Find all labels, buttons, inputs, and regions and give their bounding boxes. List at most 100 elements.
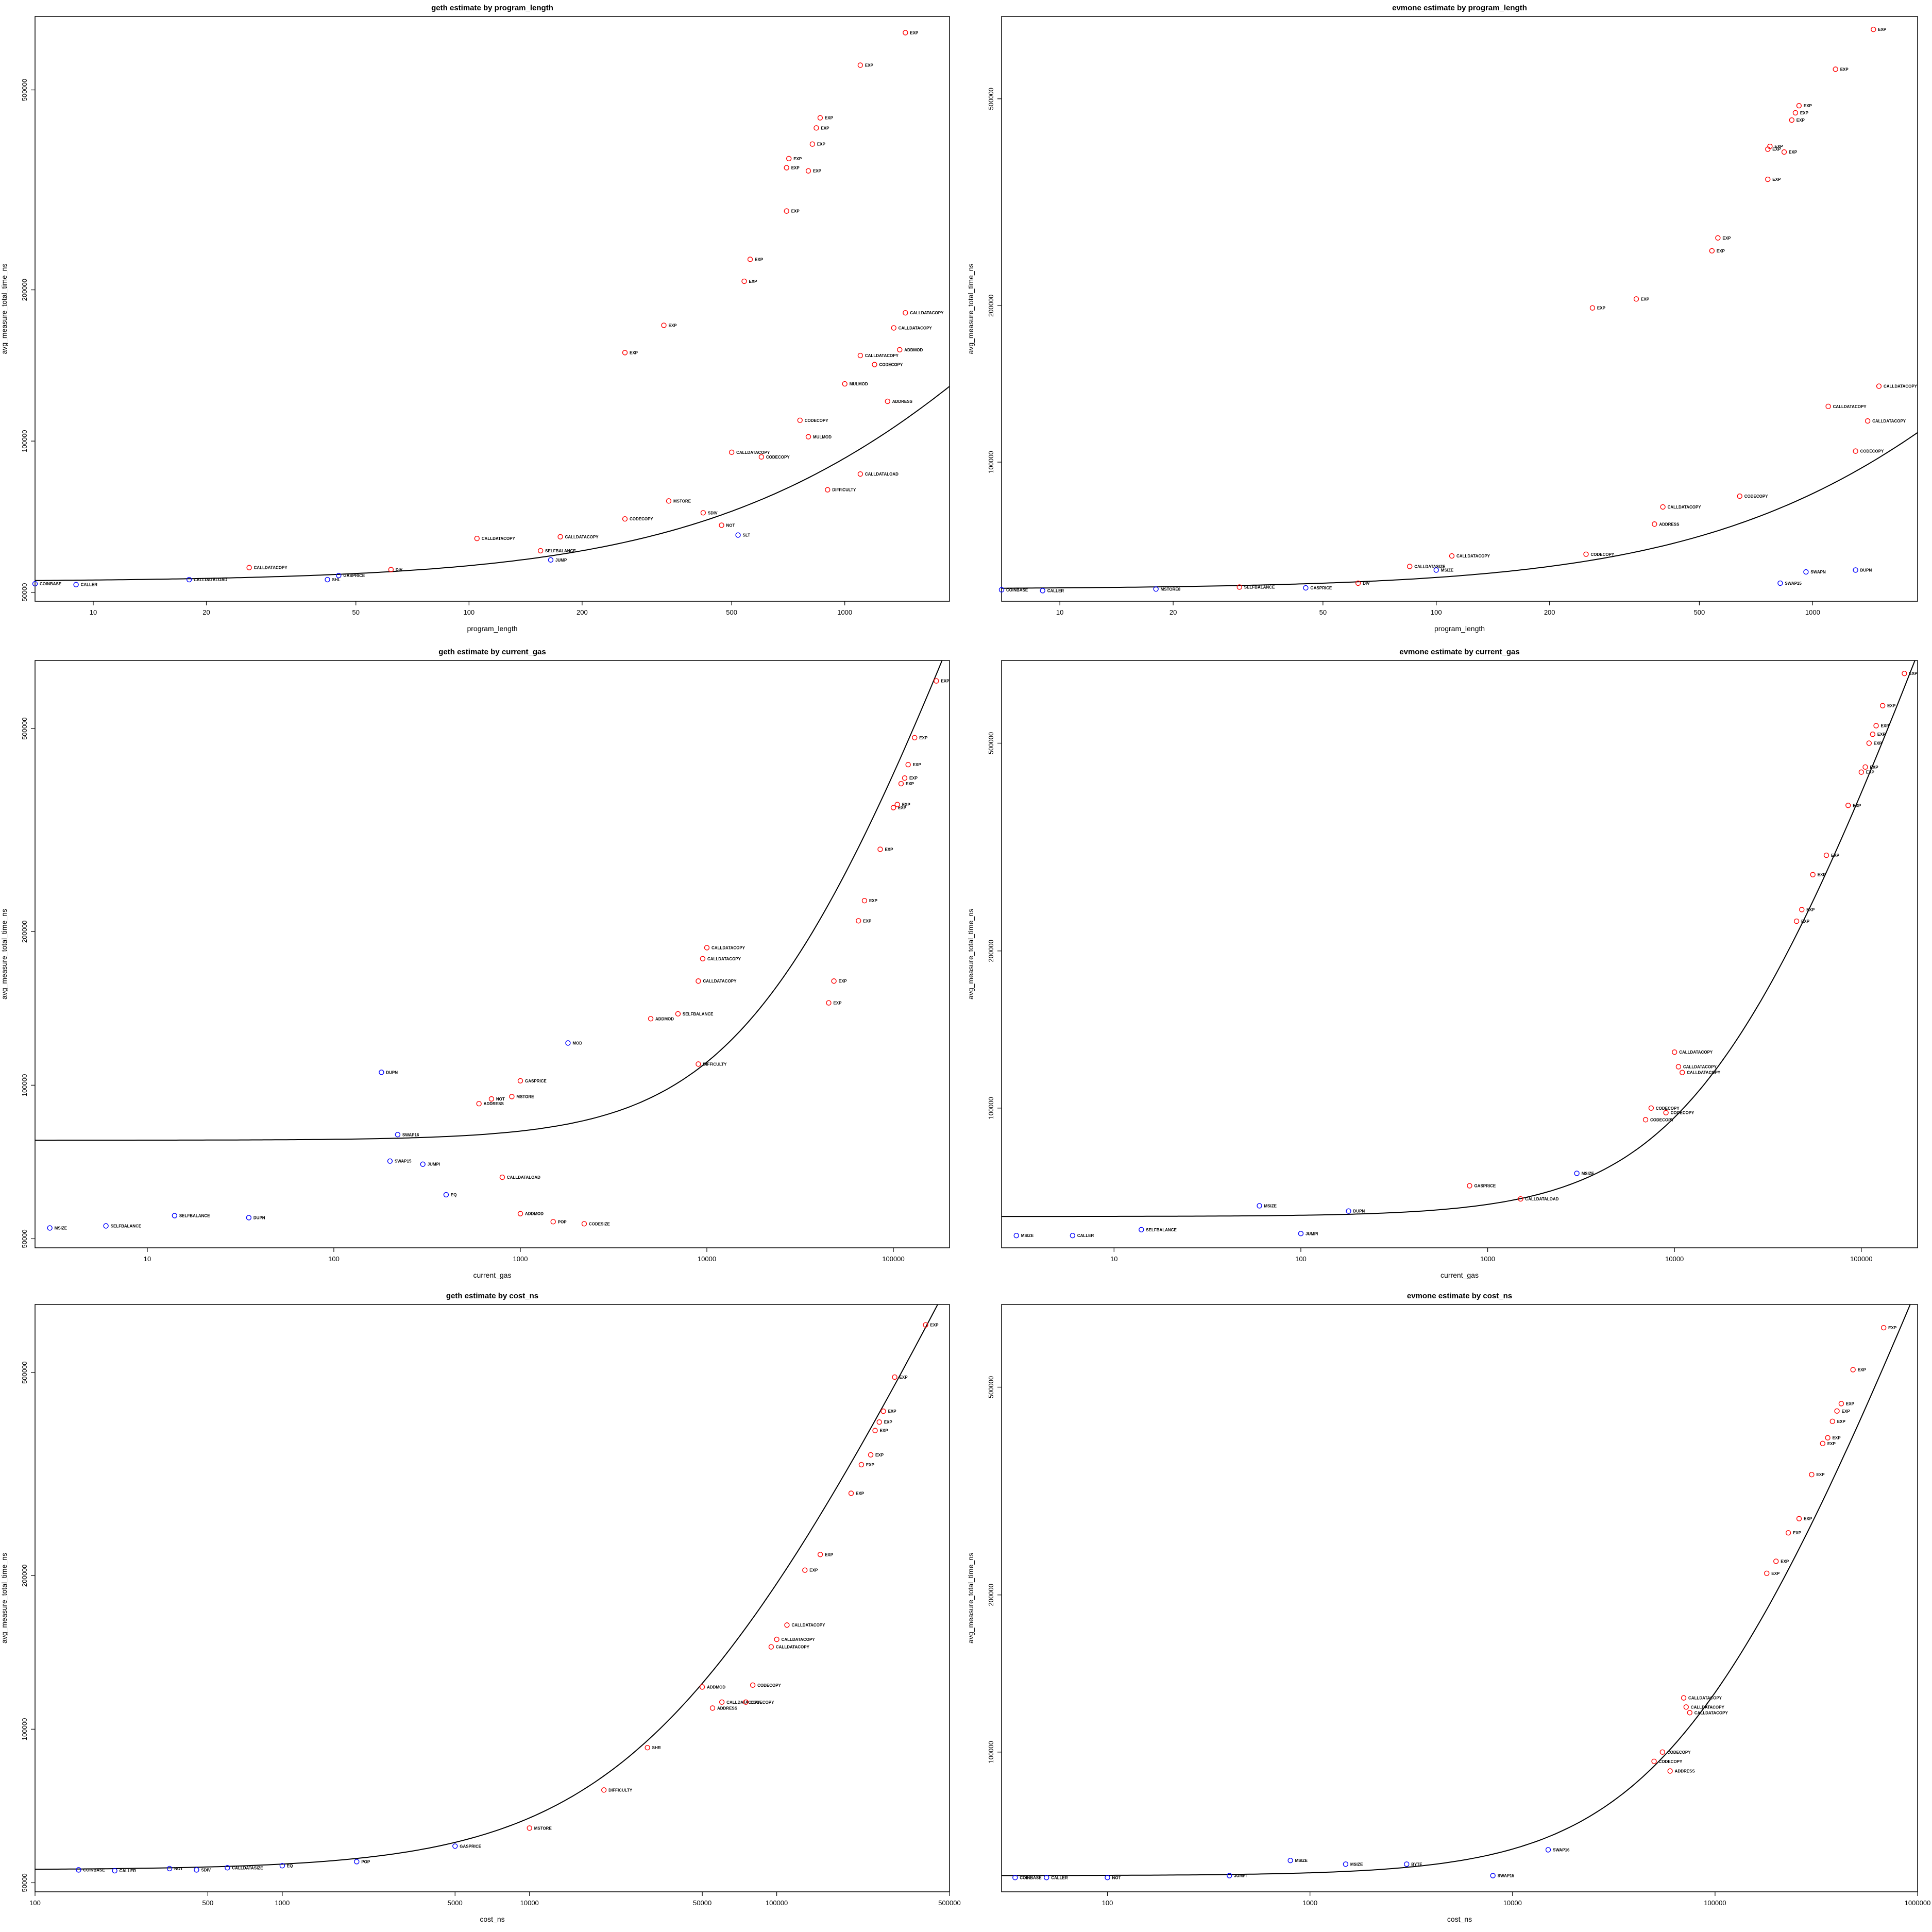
point-label: EXP (1853, 803, 1861, 808)
point-label: MSTORE (673, 499, 691, 503)
data-point (747, 257, 753, 262)
point-label: CALLDATACOPY (1687, 1071, 1721, 1075)
data-point (1796, 1516, 1802, 1521)
data-point (172, 1213, 178, 1218)
data-point (601, 1787, 607, 1793)
data-point (1467, 1183, 1472, 1189)
point-label: DIFFICULTY (832, 488, 856, 493)
data-point (1880, 1325, 1887, 1331)
point-label: EXP (1870, 765, 1879, 770)
data-point (1660, 504, 1666, 510)
x-tick-label: 50 (1319, 608, 1327, 616)
point-label: JUMPI (1306, 1231, 1318, 1236)
point-label: EXP (1818, 873, 1826, 877)
point-label: CALLDATALOAD (507, 1175, 540, 1180)
data-point (1865, 418, 1871, 424)
data-point (1574, 1171, 1580, 1176)
data-point (1833, 66, 1838, 72)
data-point (388, 567, 394, 572)
data-point (880, 1409, 886, 1414)
point-label: EXP (1842, 1409, 1851, 1414)
y-tick-label: 50000 (21, 583, 28, 602)
data-point (1858, 769, 1865, 775)
point-label: EXP (1866, 770, 1875, 775)
point-label: SLT (743, 533, 751, 538)
point-label: CALLDATACOPY (1884, 384, 1918, 389)
point-label: SELFBALANCE (179, 1214, 210, 1218)
point-label: CALLER (81, 583, 98, 587)
data-point (897, 347, 903, 353)
x-axis-label: cost_ns (1447, 1915, 1472, 1923)
point-label: CODECOPY (1860, 449, 1884, 454)
x-tick-label: 100 (463, 608, 474, 616)
data-point (581, 1221, 587, 1227)
data-point (1433, 567, 1439, 573)
point-label: MSIZE (1441, 568, 1454, 572)
point-label: CODECOPY (1650, 1117, 1674, 1122)
point-label: SHR (652, 1745, 661, 1750)
data-point (700, 956, 706, 962)
point-label: EXP (1771, 1571, 1780, 1576)
data-point (1490, 1873, 1496, 1878)
point-label: CALLER (1077, 1233, 1094, 1238)
point-label: NOT (496, 1097, 505, 1101)
data-point (696, 978, 701, 984)
point-label: EXP (1827, 1442, 1836, 1446)
data-point (1633, 296, 1639, 302)
point-label: CODECOPY (1656, 1106, 1680, 1111)
data-point (1652, 521, 1657, 527)
plot-frame (35, 660, 950, 1248)
data-point (1070, 1233, 1076, 1239)
data-point (784, 165, 789, 171)
point-label: ADDMOD (655, 1016, 674, 1021)
data-point (517, 1078, 523, 1084)
data-point (784, 1622, 790, 1628)
point-label: EXP (821, 126, 829, 130)
point-label: SELFBALANCE (111, 1224, 142, 1228)
data-point (857, 471, 863, 477)
x-tick-label: 10 (1056, 608, 1063, 616)
point-label: EXP (1887, 704, 1896, 708)
point-label: MSIZE (1582, 1171, 1595, 1176)
data-point (848, 1490, 854, 1496)
y-tick-label: 100000 (21, 1718, 28, 1740)
data-point (1012, 1875, 1018, 1880)
data-point (622, 350, 628, 355)
data-point (76, 1867, 81, 1873)
x-tick-label: 50000 (693, 1899, 711, 1907)
plot-frame (1001, 660, 1918, 1248)
data-point (1040, 588, 1045, 594)
chart-title: evmone estimate by program_length (1392, 4, 1527, 12)
point-label: CALLDATACOPY (899, 326, 933, 330)
point-label: CODECOPY (1659, 1759, 1683, 1764)
x-tick-label: 10000 (698, 1255, 716, 1263)
data-point (1866, 740, 1872, 746)
point-label: EXP (749, 279, 758, 284)
point-label: CALLDATALOAD (194, 578, 227, 582)
point-label: CALLDATACOPY (776, 1645, 810, 1650)
data-point (509, 1094, 515, 1099)
fit-curve (1002, 432, 1918, 589)
point-label: SELFBALANCE (683, 1012, 714, 1016)
point-label: JUMP (555, 558, 567, 563)
data-point (1825, 403, 1831, 410)
data-point (565, 1040, 571, 1046)
data-point (696, 1061, 701, 1067)
point-label: CALLDATACOPY (910, 311, 944, 315)
point-label: EXP (1801, 919, 1810, 924)
plot-frame (1001, 1304, 1918, 1892)
point-label: ADDMOD (904, 348, 923, 352)
point-label: CALLDATACOPY (1679, 1050, 1713, 1055)
point-label: EQ (451, 1193, 457, 1197)
chart-panel-5: geth estimate by cost_ns cost_ns avg_measu… (0, 1292, 961, 1923)
x-axis-label: program_length (1434, 624, 1485, 633)
data-point (814, 125, 819, 131)
point-label: MSTORE (534, 1826, 552, 1831)
point-label: ADDMOD (525, 1212, 544, 1216)
data-point (537, 548, 544, 554)
x-tick-label: 10 (144, 1255, 151, 1263)
data-point (898, 781, 904, 787)
data-point (709, 1705, 716, 1711)
data-point (1810, 872, 1816, 877)
data-point (743, 1699, 749, 1705)
